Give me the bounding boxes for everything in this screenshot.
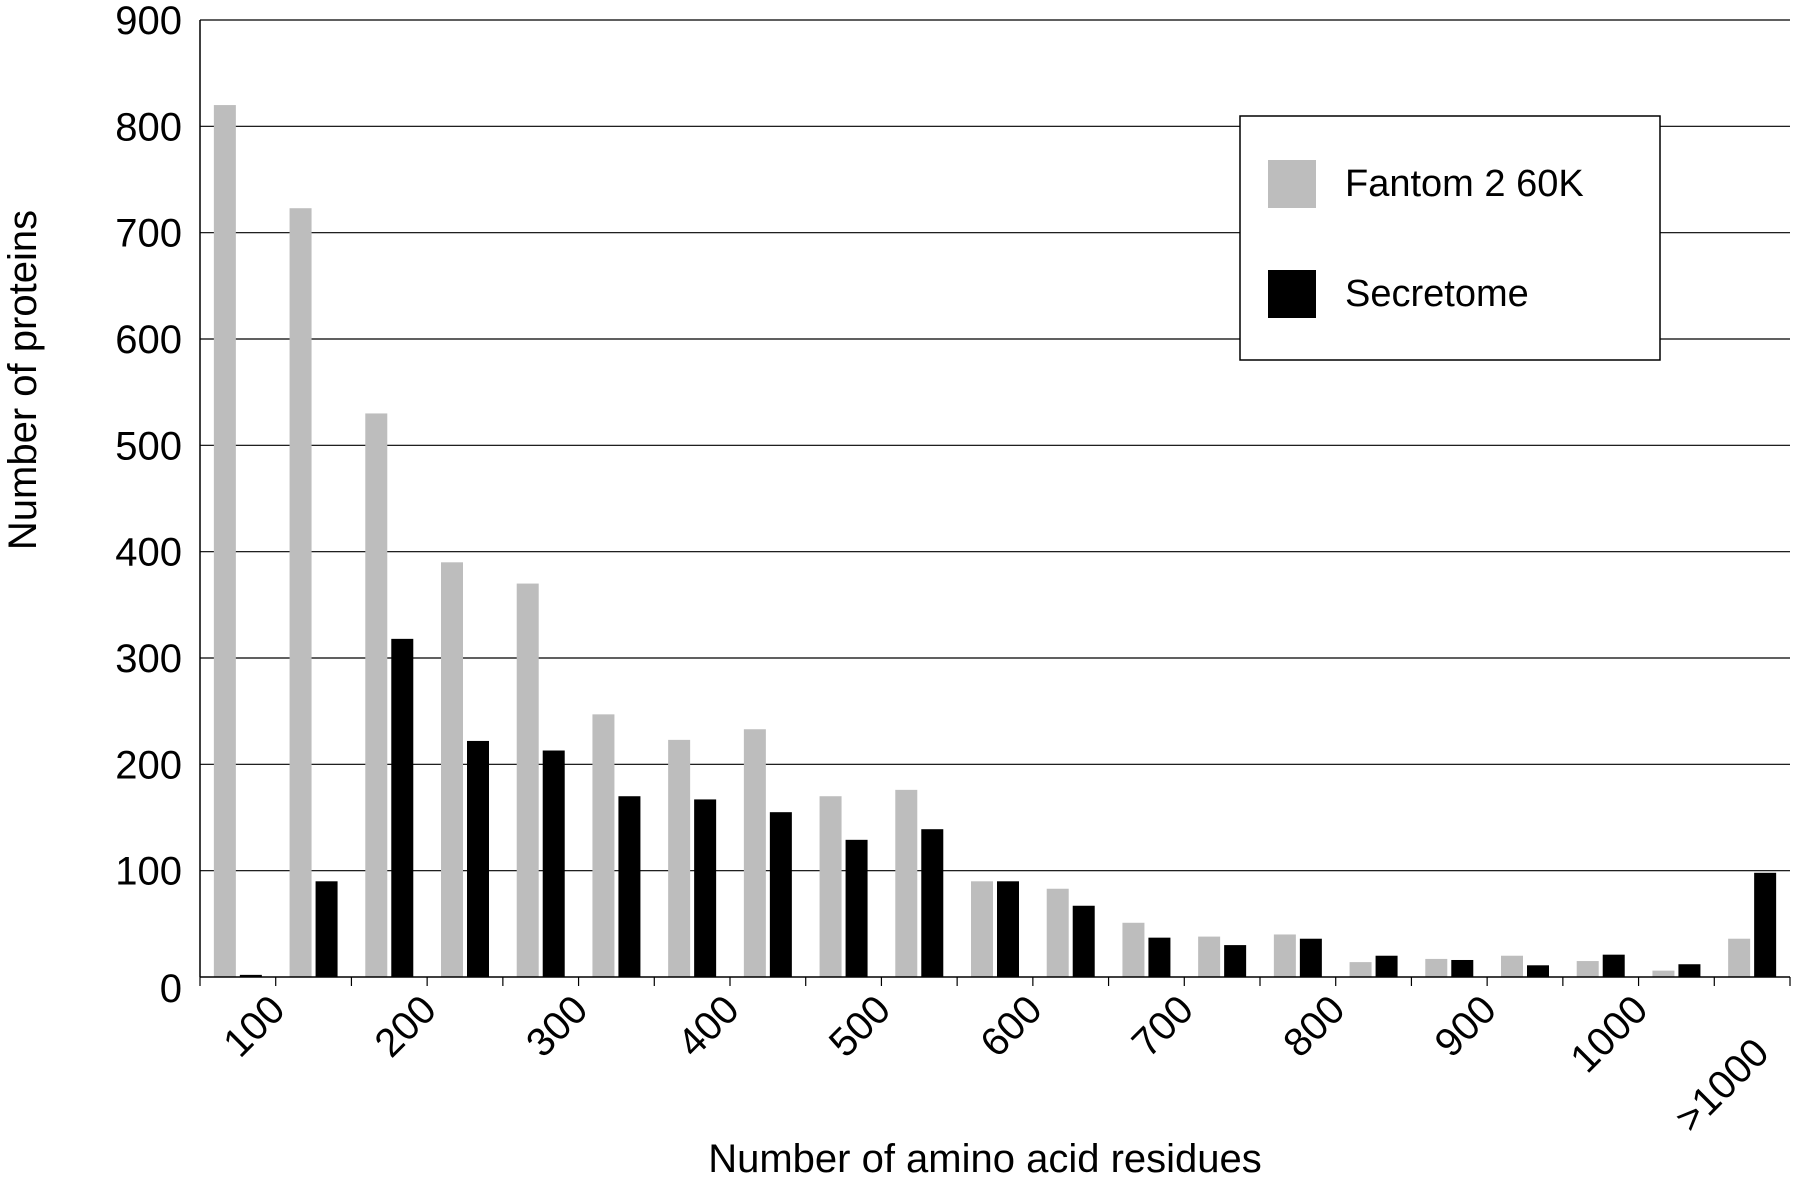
- legend-box: [1239, 115, 1661, 361]
- bar-fantom: [1273, 934, 1296, 977]
- legend-label-secretome: Secretome: [1345, 273, 1529, 315]
- bar-secretome: [1299, 938, 1322, 977]
- bar-secretome: [239, 974, 262, 977]
- gridlines: [200, 19, 1790, 872]
- x-tick-label: 700: [1124, 987, 1202, 1065]
- bar-fantom: [365, 413, 388, 977]
- y-tick-label: 500: [115, 424, 182, 468]
- bar-fantom: [1122, 922, 1145, 977]
- y-tick-label: 100: [115, 850, 182, 894]
- y-tick-label: 700: [115, 212, 182, 256]
- bar-secretome: [769, 812, 792, 977]
- bar-secretome: [1678, 964, 1701, 977]
- x-tick-label: 500: [821, 987, 899, 1065]
- y-axis-title: Number of proteins: [1, 210, 45, 550]
- bar-secretome: [467, 740, 489, 977]
- y-tick-label: 400: [115, 531, 182, 575]
- x-tick-label: 200: [367, 987, 445, 1065]
- bar-secretome: [694, 799, 717, 977]
- y-tick-label: 0: [160, 967, 182, 1011]
- bar-fantom: [1728, 938, 1751, 977]
- bar-secretome: [1375, 955, 1398, 977]
- bar-secretome: [1224, 945, 1247, 977]
- x-tick-labels: 100 200 300 400 500 600 700 800 900 1000 >1000: [215, 987, 1777, 1141]
- bar-fantom: [895, 789, 918, 977]
- bar-secretome: [542, 750, 565, 977]
- y-tick-label: 800: [115, 105, 182, 149]
- y-tick-label: 900: [115, 0, 182, 43]
- bar-fantom: [668, 739, 691, 977]
- bar-fantom: [819, 796, 842, 977]
- bar-secretome: [1527, 965, 1549, 977]
- bar-fantom: [1349, 962, 1372, 977]
- x-tick-label: 400: [669, 987, 747, 1065]
- bar-fantom: [1576, 961, 1599, 977]
- legend-swatch-fantom: [1268, 160, 1316, 208]
- bar-fantom: [592, 714, 615, 977]
- x-tick-label: 1000: [1562, 987, 1656, 1081]
- bar-secretome: [1754, 872, 1777, 977]
- bar-fantom: [516, 583, 539, 977]
- y-tick-label: 200: [115, 743, 182, 787]
- x-tick-label: 600: [972, 987, 1050, 1065]
- y-tick-labels: 0 100 200 300 400 500 600 700 800 900: [115, 0, 182, 1011]
- bar-fantom: [1198, 936, 1221, 977]
- x-tick-label: 800: [1275, 987, 1353, 1065]
- y-tick-label: 300: [115, 637, 182, 681]
- bar-secretome: [315, 881, 338, 977]
- x-tick-label: 100: [215, 987, 293, 1065]
- x-tick-label: 300: [518, 987, 596, 1065]
- bar-secretome: [1451, 959, 1474, 977]
- bar-secretome: [1602, 954, 1625, 977]
- bar-secretome: [997, 881, 1019, 977]
- bar-fantom: [1501, 955, 1523, 977]
- bar-secretome: [618, 796, 641, 977]
- bars: [213, 105, 1777, 978]
- bar-secretome: [1148, 937, 1171, 977]
- bar-fantom: [743, 729, 766, 977]
- bar-secretome: [845, 839, 868, 977]
- x-tick-label: 900: [1427, 987, 1505, 1065]
- bar-fantom: [971, 881, 993, 977]
- legend-swatch-secretome: [1268, 270, 1316, 318]
- bar-secretome: [391, 638, 414, 977]
- bar-fantom: [213, 105, 236, 978]
- legend: Fantom 2 60K Secretome: [1239, 115, 1661, 361]
- bar-secretome: [1072, 905, 1095, 977]
- bar-fantom: [289, 208, 312, 977]
- x-axis-title: Number of amino acid residues: [708, 1137, 1262, 1181]
- bar-fantom: [441, 562, 463, 977]
- bar-secretome: [921, 829, 944, 977]
- x-tick-label: >1000: [1667, 1030, 1778, 1141]
- legend-label-fantom: Fantom 2 60K: [1345, 163, 1584, 205]
- axes: [199, 20, 1791, 986]
- bar-fantom: [1046, 888, 1069, 977]
- y-tick-label: 600: [115, 318, 182, 362]
- bar-fantom: [1652, 970, 1675, 977]
- bar-fantom: [1425, 958, 1448, 977]
